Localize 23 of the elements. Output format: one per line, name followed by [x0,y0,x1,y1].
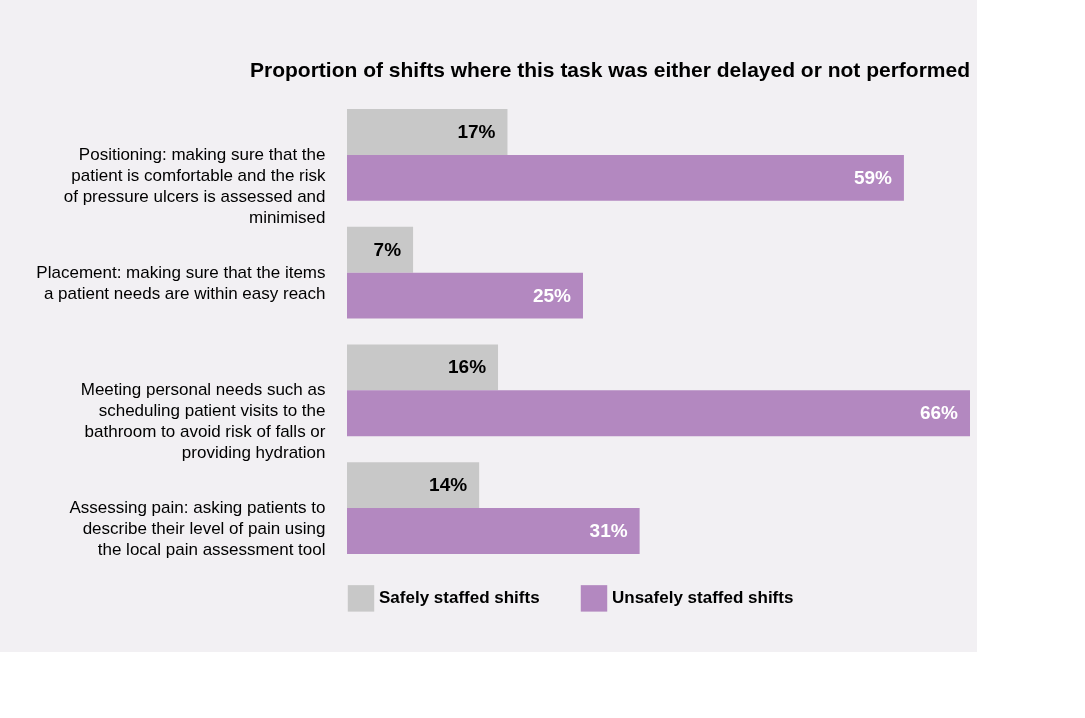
data-label: 14% [429,474,468,496]
bar [347,508,640,554]
data-label: 7% [373,238,402,260]
legend-label: Unsafely staffed shifts [612,588,794,608]
bar [347,344,499,391]
bar [347,154,904,201]
bar [347,226,414,273]
y-tick-label: Assessing pain: asking patients to describe their level of pain using the local pain assessment tool [69,498,326,560]
legend-label: Safely staffed shifts [379,588,540,608]
data-label: 25% [532,284,572,306]
y-tick-label: Meeting personal needs such as scheduling patient visits to the bathroom to avoid risk of falls or providing hydration [80,380,326,463]
y-tick-label: Positioning: making sure that the patient is comfortable and the risk of pressure ulcers is assessed and minimised [63,144,326,227]
data-label: 59% [853,166,893,188]
data-label: 66% [919,402,959,424]
data-label: 17% [457,120,496,142]
bar [347,390,970,437]
bar [347,109,508,155]
y-tick-label: Placement: making sure that the items a patient needs are within easy reach [36,262,326,303]
bar [347,272,583,319]
bar [347,462,480,509]
data-label: 31% [589,520,628,542]
data-label: 16% [448,356,487,378]
chart-title: Proportion of shifts where this task was either delayed or not performed [250,58,970,81]
